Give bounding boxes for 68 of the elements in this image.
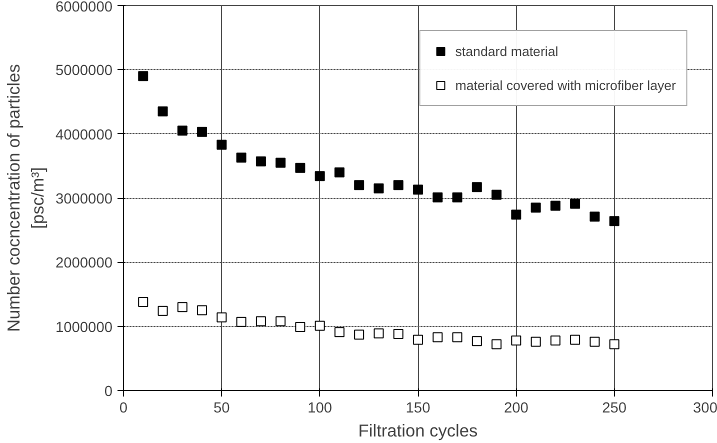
y-tick-label: 4000000 — [55, 127, 113, 144]
point — [492, 339, 502, 350]
point — [177, 126, 188, 136]
x-tick-label: 0 — [119, 400, 128, 416]
point — [354, 330, 364, 340]
x-tick-label: 150 — [406, 400, 430, 416]
point — [590, 336, 600, 347]
legend-label: standard material — [455, 44, 558, 58]
point — [295, 322, 306, 332]
point — [236, 152, 246, 163]
y-tick-label: 1000000 — [55, 320, 113, 336]
point — [334, 327, 344, 338]
point — [570, 334, 580, 345]
point — [295, 162, 306, 173]
y-tick-label: 0 — [104, 384, 113, 400]
x-tick-label: 300 — [693, 400, 717, 416]
y-tick-label: 6000000 — [55, 0, 113, 16]
point — [530, 202, 541, 213]
point — [276, 158, 286, 168]
point — [492, 190, 502, 200]
point — [413, 184, 423, 195]
point — [472, 182, 482, 192]
point — [158, 106, 168, 116]
point — [276, 316, 286, 326]
point — [413, 334, 423, 345]
point — [216, 140, 227, 150]
point — [590, 212, 600, 222]
point — [550, 335, 560, 346]
point — [138, 71, 148, 82]
point — [256, 316, 266, 326]
point — [158, 306, 168, 316]
point — [511, 335, 522, 346]
point — [530, 336, 541, 347]
point — [138, 296, 148, 307]
point — [452, 332, 462, 342]
x-tick-label: 250 — [602, 400, 627, 416]
point — [354, 180, 364, 190]
x-tick-label: 100 — [308, 400, 332, 416]
point — [374, 183, 384, 194]
x-tick-label: 50 — [214, 400, 230, 416]
point — [374, 328, 384, 338]
y-axis-title: Number cocncentration of particles [psc/m³] — [3, 64, 48, 332]
point — [452, 192, 462, 202]
y-tick-label: 2000000 — [55, 256, 113, 272]
point — [432, 192, 443, 202]
point — [550, 200, 560, 211]
point — [177, 302, 188, 312]
point — [393, 180, 404, 190]
point — [432, 332, 443, 342]
legend-label: material covered with microfiber layer — [455, 78, 676, 92]
point — [236, 316, 246, 327]
y-tick-label: 5000000 — [55, 63, 113, 80]
x-axis-title: Filtration cycles — [358, 420, 478, 440]
x-tick-label: 200 — [504, 400, 528, 416]
point — [197, 305, 208, 316]
point — [314, 171, 325, 182]
y-tick-label: 3000000 — [55, 192, 113, 208]
point — [216, 312, 227, 322]
point — [314, 320, 325, 331]
point — [609, 216, 620, 226]
point — [570, 198, 580, 209]
point — [609, 339, 620, 350]
point — [197, 126, 208, 137]
point — [511, 210, 522, 220]
point — [393, 329, 404, 340]
point — [256, 156, 266, 166]
point — [334, 167, 344, 178]
point — [472, 336, 482, 346]
